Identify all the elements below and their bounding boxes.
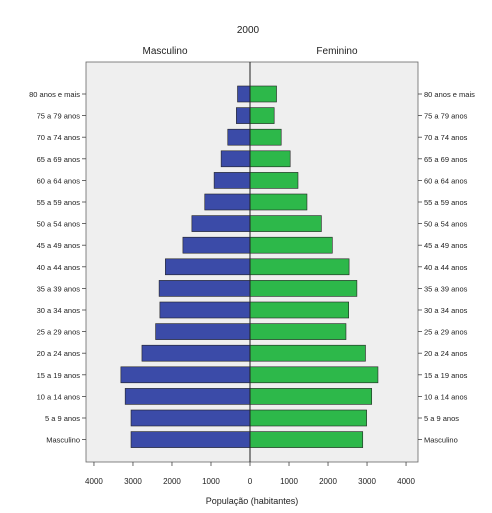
- bar-feminino-60-a-64-anos: [249, 172, 299, 189]
- bar-feminino-masculino: [249, 431, 364, 448]
- bar-masculino-75-a-79-anos: [236, 107, 251, 124]
- bar-feminino-25-a-29-anos: [249, 323, 347, 340]
- age-label-right-50-a-54-anos: 50 a 54 anos: [424, 220, 468, 229]
- age-label-left-5-a-9-anos: 5 a 9 anos: [45, 414, 80, 423]
- bar-feminino-40-a-44-anos: [249, 258, 350, 276]
- bar-masculino-15-a-19-anos: [120, 366, 251, 384]
- bar-feminino-30-a-34-anos: [249, 301, 349, 319]
- bar-feminino-65-a-69-anos: [249, 150, 291, 168]
- x-tick-label-3: 1000: [202, 477, 220, 486]
- age-labels-right: 80 anos e mais 75 a 79 anos 70 a 74 anos 65…: [418, 90, 475, 445]
- age-label-left-30-a-34-anos: 30 a 34 anos: [37, 306, 81, 315]
- age-label-left-20-a-24-anos: 20 a 24 anos: [37, 349, 81, 358]
- age-labels-left: 80 anos e mais 75 a 79 anos 70 a 74 anos 65…: [29, 90, 86, 445]
- x-axis-label: População (habitantes): [206, 496, 299, 506]
- age-label-right-35-a-39-anos: 35 a 39 anos: [424, 284, 468, 293]
- age-label-right-40-a-44-anos: 40 a 44 anos: [424, 263, 468, 272]
- bar-feminino-50-a-54-anos: [249, 215, 322, 232]
- x-tick-label-5: 1000: [280, 477, 298, 486]
- bar-masculino-30-a-34-anos: [159, 301, 251, 319]
- age-label-right-55-a-59-anos: 55 a 59 anos: [424, 198, 468, 207]
- bar-feminino-70-a-74-anos: [249, 128, 282, 146]
- age-label-right-75-a-79-anos: 75 a 79 anos: [424, 112, 468, 121]
- bar-feminino-55-a-59-anos: [249, 193, 308, 211]
- x-tick-label-7: 3000: [358, 477, 376, 486]
- bar-masculino-10-a-14-anos: [124, 388, 251, 405]
- bar-masculino-45-a-49-anos: [182, 236, 251, 254]
- age-label-left-65-a-69-anos: 65 a 69 anos: [37, 155, 81, 164]
- bar-masculino-25-a-29-anos: [155, 323, 251, 340]
- age-label-left-60-a-64-anos: 60 a 64 anos: [37, 176, 81, 185]
- x-axis-ticks: 4000 3000 2000 1000 0 1000 2000 3000 4000: [85, 462, 415, 486]
- bar-feminino-5-a-9-anos: [249, 409, 367, 427]
- age-label-right-45-a-49-anos: 45 a 49 anos: [424, 241, 468, 250]
- age-label-left-55-a-59-anos: 55 a 59 anos: [37, 198, 81, 207]
- x-tick-label-8: 4000: [397, 477, 415, 486]
- bar-masculino-40-a-44-anos: [165, 258, 251, 276]
- bar-feminino-15-a-19-anos: [249, 366, 379, 384]
- age-label-right-5-a-9-anos: 5 a 9 anos: [424, 414, 459, 423]
- bars-feminino: [249, 85, 379, 448]
- series-label-masculino: Masculino: [142, 46, 187, 57]
- age-label-left-40-a-44-anos: 40 a 44 anos: [37, 263, 81, 272]
- bar-masculino-35-a-39-anos: [158, 280, 251, 297]
- age-label-left-75-a-79-anos: 75 a 79 anos: [37, 112, 81, 121]
- age-label-right-65-a-69-anos: 65 a 69 anos: [424, 155, 468, 164]
- age-label-right-30-a-34-anos: 30 a 34 anos: [424, 306, 468, 315]
- bar-feminino-35-a-39-anos: [249, 280, 358, 297]
- age-label-left-15-a-19-anos: 15 a 19 anos: [37, 371, 81, 380]
- bars-masculino: [120, 85, 251, 448]
- age-label-left-50-a-54-anos: 50 a 54 anos: [37, 220, 81, 229]
- bar-masculino-masculino: [130, 431, 251, 448]
- series-label-feminino: Feminino: [316, 46, 358, 57]
- bar-masculino-20-a-24-anos: [141, 344, 251, 362]
- bar-feminino-80-anos-e-mais: [249, 85, 277, 103]
- age-label-right-10-a-14-anos: 10 a 14 anos: [424, 392, 468, 401]
- bar-feminino-45-a-49-anos: [249, 236, 333, 254]
- age-label-right-20-a-24-anos: 20 a 24 anos: [424, 349, 468, 358]
- age-label-right-masculino: Masculino: [424, 436, 458, 445]
- age-label-right-60-a-64-anos: 60 a 64 anos: [424, 176, 468, 185]
- x-tick-label-6: 2000: [319, 477, 337, 486]
- x-tick-label-4: 0: [248, 477, 253, 486]
- x-tick-label-1: 3000: [124, 477, 142, 486]
- bar-masculino-55-a-59-anos: [204, 193, 251, 211]
- age-label-right-25-a-29-anos: 25 a 29 anos: [424, 328, 468, 337]
- age-label-left-80-anos-e-mais: 80 anos e mais: [29, 90, 80, 99]
- age-label-right-80-anos-e-mais: 80 anos e mais: [424, 90, 475, 99]
- age-label-left-25-a-29-anos: 25 a 29 anos: [37, 328, 81, 337]
- age-label-left-35-a-39-anos: 35 a 39 anos: [37, 284, 81, 293]
- bar-masculino-50-a-54-anos: [191, 215, 251, 232]
- bar-masculino-80-anos-e-mais: [237, 85, 251, 103]
- age-label-left-45-a-49-anos: 45 a 49 anos: [37, 241, 81, 250]
- bar-feminino-20-a-24-anos: [249, 344, 366, 362]
- age-label-left-masculino: Masculino: [46, 436, 80, 445]
- x-tick-label-0: 4000: [85, 477, 103, 486]
- bar-feminino-75-a-79-anos: [249, 107, 275, 124]
- bar-masculino-5-a-9-anos: [130, 409, 251, 427]
- age-label-right-15-a-19-anos: 15 a 19 anos: [424, 371, 468, 380]
- chart-title: 2000: [237, 25, 260, 36]
- age-label-left-10-a-14-anos: 10 a 14 anos: [37, 392, 81, 401]
- bar-masculino-70-a-74-anos: [227, 128, 251, 146]
- age-label-left-70-a-74-anos: 70 a 74 anos: [37, 133, 81, 142]
- age-label-right-70-a-74-anos: 70 a 74 anos: [424, 133, 468, 142]
- bar-masculino-65-a-69-anos: [220, 150, 251, 168]
- bar-masculino-60-a-64-anos: [213, 172, 251, 189]
- bar-feminino-10-a-14-anos: [249, 388, 373, 405]
- x-tick-label-2: 2000: [163, 477, 181, 486]
